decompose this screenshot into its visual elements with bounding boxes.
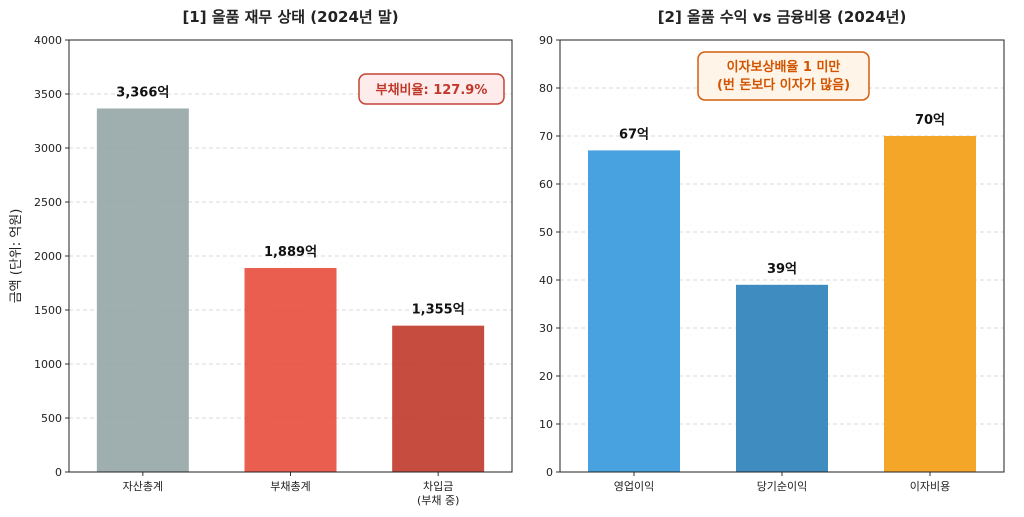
bar-3 bbox=[884, 136, 976, 472]
y-tick-label: 3500 bbox=[34, 88, 62, 101]
bar-3 bbox=[392, 325, 485, 472]
y-tick-label: 0 bbox=[55, 466, 62, 479]
chart-title: [2] 올품 수익 vs 금융비용 (2024년) bbox=[658, 8, 907, 26]
annotation-text: (번 돈보다 이자가 많음) bbox=[717, 77, 850, 93]
plot-frame bbox=[68, 39, 513, 473]
x-tick-label: 당기순이익 bbox=[757, 480, 808, 493]
data-label: 1,355억 bbox=[412, 303, 465, 318]
y-tick-label: 1500 bbox=[34, 304, 62, 317]
y-tick-label: 10 bbox=[539, 418, 553, 431]
y-tick-label: 90 bbox=[539, 34, 553, 47]
annotation-text: 이자보상배율 1 미만 bbox=[727, 59, 841, 75]
y-tick-label: 3000 bbox=[34, 142, 62, 155]
x-tick-label: 자산총계 bbox=[123, 480, 163, 493]
x-tick-label: 부채총계 bbox=[270, 480, 310, 493]
y-tick-label: 1000 bbox=[34, 358, 62, 371]
y-tick-label: 4000 bbox=[34, 34, 62, 47]
x-tick-label: 이자비용 bbox=[910, 480, 950, 493]
y-tick-label: 20 bbox=[539, 370, 553, 383]
y-tick-label: 2000 bbox=[34, 250, 62, 263]
chart-title: [1] 올품 재무 상태 (2024년 말) bbox=[182, 8, 398, 26]
y-tick-label: 50 bbox=[539, 226, 553, 239]
data-label: 39억 bbox=[767, 262, 797, 277]
y-tick-label: 500 bbox=[41, 412, 62, 425]
bar-1 bbox=[588, 150, 680, 472]
bar-2 bbox=[736, 284, 828, 472]
y-tick-label: 40 bbox=[539, 274, 553, 287]
data-label: 1,889억 bbox=[264, 245, 317, 260]
y-tick-label: 60 bbox=[539, 178, 553, 191]
annotation-box bbox=[697, 51, 870, 101]
x-tick-label: 영업이익 bbox=[614, 480, 654, 493]
y-tick-label: 70 bbox=[539, 130, 553, 143]
bar-2 bbox=[244, 267, 337, 472]
x-tick-label: (부채 중) bbox=[417, 494, 459, 507]
y-tick-label: 2500 bbox=[34, 196, 62, 209]
x-tick-label: 차입금 bbox=[423, 480, 453, 493]
annotation-text: 부채비율: 127.9% bbox=[376, 82, 488, 98]
plot-frame bbox=[559, 39, 1005, 473]
data-label: 3,366억 bbox=[116, 85, 169, 100]
y-axis-label: 금액 (단위: 억원) bbox=[9, 209, 24, 304]
data-label: 67억 bbox=[619, 127, 649, 142]
y-tick-label: 0 bbox=[546, 466, 553, 479]
y-tick-label: 80 bbox=[539, 82, 553, 95]
annotation-box bbox=[358, 73, 505, 105]
y-tick-label: 30 bbox=[539, 322, 553, 335]
bar-1 bbox=[96, 108, 189, 473]
data-label: 70억 bbox=[915, 113, 945, 128]
